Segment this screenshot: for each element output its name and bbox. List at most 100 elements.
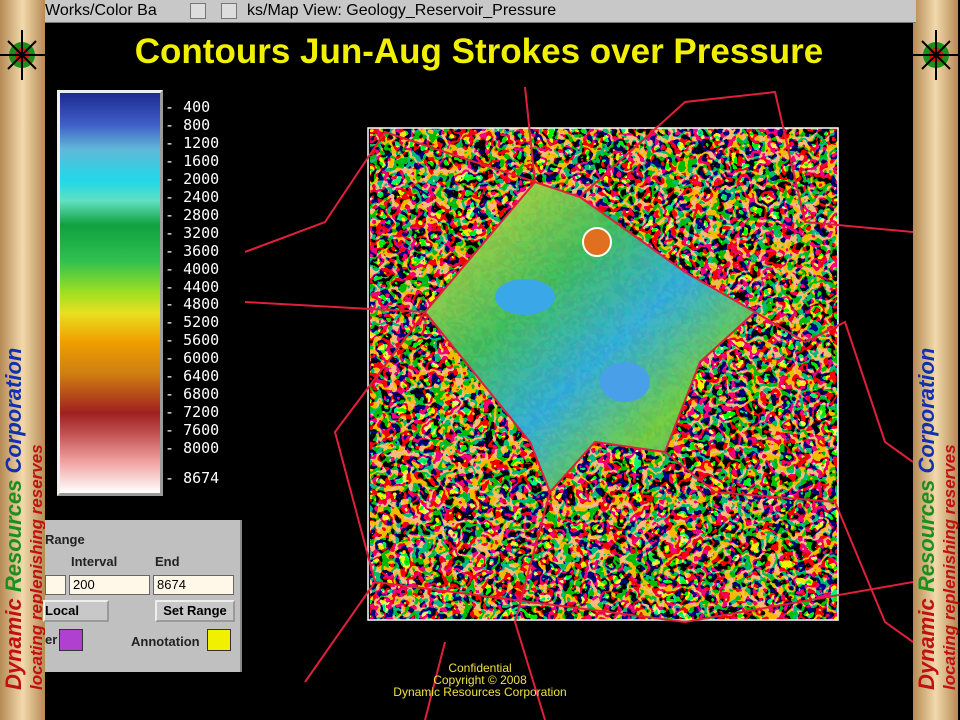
company-name: Dynamic Resources Corporation — [1, 348, 27, 690]
logo-icon — [913, 30, 960, 80]
label-text: 8000 — [183, 439, 220, 458]
colorbar-label: - 2400 — [165, 188, 219, 206]
label: End — [155, 554, 180, 569]
tick-dash: - — [165, 115, 184, 134]
tick-dash: - — [165, 169, 184, 188]
tick-dash: - — [165, 133, 184, 152]
pressure-low — [495, 279, 555, 315]
footer-line: Confidential — [448, 661, 512, 675]
colorbar-label: - 1200 — [165, 134, 219, 152]
label-text: 7600 — [183, 421, 220, 440]
label-text: 7200 — [183, 403, 220, 422]
label-text: 6800 — [183, 385, 220, 404]
colorbar-label: - 7600 — [165, 421, 219, 439]
heading: Range — [45, 532, 85, 547]
tick-dash: - — [165, 439, 184, 458]
tick-dash: - — [165, 223, 184, 242]
tick-dash: - — [165, 313, 184, 332]
label: er — [45, 632, 58, 647]
colorbar-label: - 2000 — [165, 170, 219, 188]
tick-dash: - — [165, 367, 184, 386]
tagline: locating replenishing reserves — [939, 444, 959, 690]
window-button[interactable] — [190, 3, 206, 19]
pressure-low — [600, 362, 650, 402]
window-button[interactable] — [221, 2, 237, 19]
right-banner: Dynamic Resources Corporation locating r… — [913, 0, 960, 720]
label-text: 1200 — [183, 133, 220, 152]
tick-dash: - — [165, 385, 184, 404]
label-text: 800 — [183, 115, 211, 134]
label-text: 2000 — [183, 169, 220, 188]
label-text: 6400 — [183, 367, 220, 386]
label-text: 8674 — [183, 469, 220, 487]
label-text: 2800 — [183, 205, 220, 224]
colorbar-label: - 3200 — [165, 224, 219, 242]
tagline: locating replenishing reserves — [26, 444, 46, 690]
range-panel: Range Interval End 200 8674 Local Set Ra… — [43, 520, 242, 672]
colorbar-label: - 5200 — [165, 313, 219, 331]
label-text: 4000 — [183, 259, 220, 278]
tick-dash: - — [165, 98, 184, 116]
colorbar-label: - 7200 — [165, 403, 219, 421]
tick-dash: - — [165, 277, 184, 296]
tick-dash: - — [165, 241, 184, 260]
window-title: ks/Map View: Geology_Reservoir_Pressure — [215, 0, 916, 23]
company-name: Dynamic Resources Corporation — [914, 348, 940, 690]
interval-input[interactable]: 200 — [69, 575, 150, 595]
map-view — [245, 86, 913, 720]
label-text: 4800 — [183, 295, 220, 314]
slide-title: Contours Jun-Aug Strokes over Pressure — [134, 32, 824, 71]
tick-dash: - — [165, 331, 184, 350]
map-frame — [367, 127, 839, 621]
label-text: 4400 — [183, 277, 220, 296]
color-swatch[interactable] — [207, 629, 231, 651]
colorbar-label: - 6000 — [165, 349, 219, 367]
tick-dash: - — [165, 259, 184, 278]
word: Dynamic — [913, 598, 939, 690]
start-input[interactable] — [45, 575, 66, 595]
word: Resources — [0, 479, 26, 593]
label-text: 1600 — [183, 151, 220, 170]
left-banner: Dynamic Resources Corporation locating r… — [0, 0, 46, 720]
word: Dynamic — [0, 598, 26, 690]
label-text: 400 — [183, 98, 211, 116]
colorbar-label: - 3600 — [165, 242, 219, 260]
word: Corporation — [0, 347, 26, 474]
tick-dash: - — [165, 421, 184, 440]
colorbar-label: - 8000 — [165, 439, 219, 457]
label-text: 3600 — [183, 241, 220, 260]
label-text: 3200 — [183, 223, 220, 242]
set-range-button[interactable]: Set Range — [155, 600, 235, 622]
tick-dash: - — [165, 151, 184, 170]
label: Annotation — [131, 634, 200, 649]
footer: Confidential Copyright © 2008 Dynamic Re… — [380, 662, 580, 698]
tick-dash: - — [165, 403, 184, 422]
tick-dash: - — [165, 469, 184, 487]
label-text: 5600 — [183, 331, 220, 350]
label-text: 5200 — [183, 313, 220, 332]
colorbar-label: - 6400 — [165, 367, 219, 385]
logo-icon — [0, 30, 45, 80]
boundaries — [245, 86, 913, 720]
label-text: 2400 — [183, 187, 220, 206]
mode-text: Local — [45, 603, 79, 618]
color-swatch[interactable] — [59, 629, 83, 651]
tick-dash: - — [165, 187, 184, 206]
colorbar-gradient — [57, 90, 163, 496]
colorbar-label: - 5600 — [165, 331, 219, 349]
end-input[interactable]: 8674 — [153, 575, 234, 595]
colorbar-label: - 4000 — [165, 260, 219, 278]
colorbar-label: - 1600 — [165, 152, 219, 170]
word: Corporation — [913, 347, 939, 474]
colorbar-label: - 800 — [165, 116, 210, 134]
pressure-area — [425, 182, 755, 492]
label-text: 6000 — [183, 349, 220, 368]
word: Resources — [913, 479, 939, 593]
colorbar-label: - 6800 — [165, 385, 219, 403]
mode-dropdown[interactable]: Local — [43, 600, 109, 622]
window-title: Works/Color Ba — [45, 0, 215, 23]
colorbar-panel — [45, 88, 240, 520]
tick-dash: - — [165, 295, 184, 314]
colorbar-label: - 8674 — [165, 469, 219, 487]
